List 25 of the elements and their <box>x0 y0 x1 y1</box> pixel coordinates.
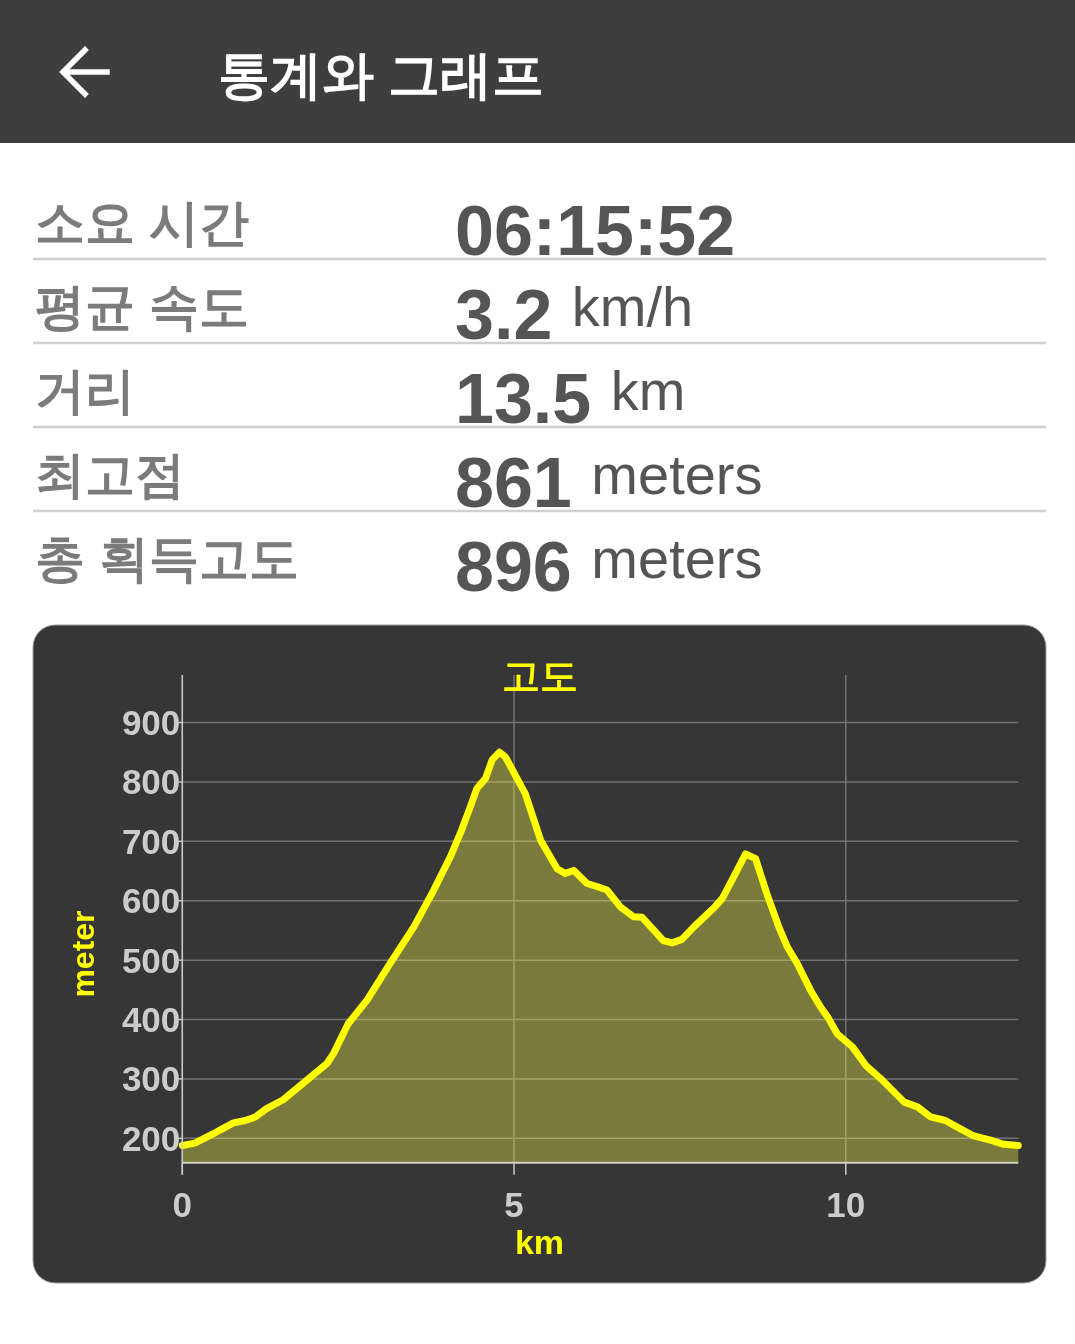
x-tick-label: 0 <box>172 1184 193 1224</box>
text: 평균 속도 <box>35 279 249 335</box>
y-tick-label: 400 <box>121 1000 181 1040</box>
y-tick-label: 900 <box>121 703 181 743</box>
x-tick-label: 10 <box>826 1184 866 1224</box>
x-tick-label: 5 <box>504 1184 524 1224</box>
y-tick-label: 600 <box>121 881 181 921</box>
text: 소요 시간 <box>35 195 249 251</box>
y-tick-label: 800 <box>121 762 181 802</box>
text: 통계와 그래프 <box>218 46 545 104</box>
x-axis-title: km <box>514 1223 565 1261</box>
chart-title: 고도 <box>501 655 578 697</box>
y-axis-title: meter <box>65 910 101 998</box>
y-tick-label: 500 <box>121 940 181 980</box>
text: 거리 <box>35 363 135 419</box>
text: 861 meters <box>455 443 763 522</box>
text: 3.2 km/h <box>455 275 694 354</box>
y-tick-label: 300 <box>121 1059 181 1099</box>
text: 13.5 km <box>455 359 686 438</box>
text: 896 meters <box>455 527 763 606</box>
y-tick-label: 200 <box>121 1118 181 1158</box>
y-tick-label: 700 <box>121 821 181 861</box>
text: 06:15:52 <box>455 192 736 270</box>
text: 최고점 <box>35 447 185 503</box>
text: 총 획득고도 <box>35 531 299 587</box>
